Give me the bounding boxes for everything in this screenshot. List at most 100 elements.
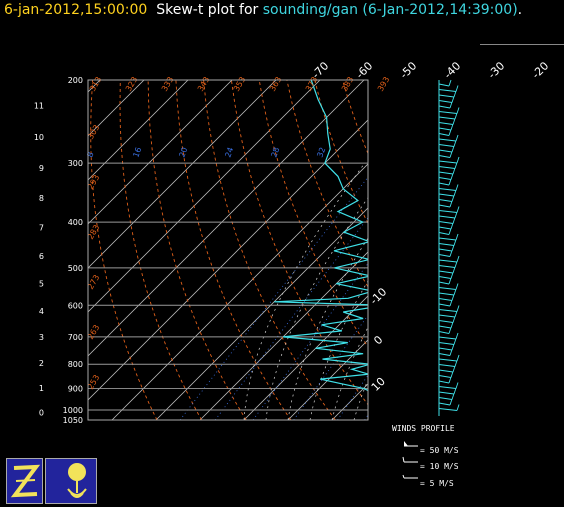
isotherm-line bbox=[88, 80, 189, 181]
temperature-trace bbox=[386, 80, 418, 410]
pressure-label: 500 bbox=[68, 264, 83, 273]
pressure-label: 300 bbox=[68, 159, 83, 168]
wind-barb-tick bbox=[455, 283, 459, 290]
legend-row-10: = 10 M/S bbox=[420, 462, 459, 471]
wind-barb bbox=[438, 171, 454, 175]
wind-barb-tick bbox=[450, 321, 454, 329]
wind-barb-tick bbox=[448, 277, 452, 285]
wind-barb bbox=[438, 254, 451, 257]
wind-barb-tick bbox=[451, 343, 455, 351]
wind-barb bbox=[438, 160, 458, 164]
wind-barb bbox=[438, 188, 457, 191]
wind-barb bbox=[438, 166, 456, 169]
wind-barb-tick bbox=[452, 118, 456, 125]
isotherm-line bbox=[88, 80, 321, 313]
wind-barb-tick bbox=[453, 140, 457, 147]
wind-barb bbox=[438, 369, 454, 373]
wind-barb-tick bbox=[455, 382, 459, 389]
height-label: 8 bbox=[39, 194, 44, 203]
temp-top-label: -30 bbox=[485, 59, 507, 81]
wind-barb bbox=[438, 237, 457, 241]
legend-row-50: = 50 M/S bbox=[420, 446, 459, 455]
wind-barb-tick bbox=[449, 200, 453, 208]
mixing-ratio-line bbox=[385, 163, 558, 420]
mixing-ratio-line bbox=[337, 374, 368, 420]
wind-barb bbox=[438, 298, 453, 301]
wind-barb bbox=[438, 116, 456, 120]
wind-barb bbox=[438, 353, 451, 356]
dry-adiabat-label: 313 bbox=[88, 75, 103, 93]
wind-barb bbox=[438, 358, 458, 362]
wind-barb bbox=[438, 177, 452, 180]
isotherm-line bbox=[88, 119, 368, 401]
legend-barb-5-tick bbox=[402, 474, 405, 479]
isotherm-line bbox=[111, 163, 368, 420]
wind-barb-tick bbox=[450, 222, 454, 230]
wind-barb bbox=[438, 149, 453, 153]
wind-barb-tick bbox=[452, 266, 456, 274]
height-label: 4 bbox=[39, 307, 44, 316]
dry-adiabat-label: 343 bbox=[196, 75, 211, 93]
pressure-label: 900 bbox=[68, 384, 83, 393]
mixing-ratio-line bbox=[179, 176, 368, 420]
wind-barb bbox=[438, 402, 451, 406]
pressure-label: 1000 bbox=[63, 406, 83, 415]
wind-barb bbox=[438, 336, 457, 340]
temp-right-label: 10 bbox=[369, 375, 388, 394]
wind-barb bbox=[438, 248, 453, 252]
wind-barb-tick bbox=[449, 250, 453, 257]
wind-barb-tick bbox=[455, 184, 459, 191]
mixing-ratio-label: 16 bbox=[131, 146, 143, 159]
wind-barb bbox=[438, 391, 455, 395]
dry-adiabat-line bbox=[481, 80, 564, 420]
balloon-icon bbox=[67, 463, 87, 498]
wind-barb bbox=[438, 265, 456, 268]
wind-barb-tick bbox=[456, 156, 460, 164]
moist-adiabat-line bbox=[442, 163, 564, 420]
height-label: 9 bbox=[39, 164, 44, 173]
pressure-label: 800 bbox=[68, 360, 83, 369]
wind-barb bbox=[438, 364, 456, 367]
wind-barb-tick bbox=[448, 228, 452, 235]
dry-adiabat-label: 353 bbox=[232, 75, 247, 93]
mixing-ratio-line bbox=[414, 163, 564, 420]
wind-barb bbox=[438, 94, 455, 98]
moist-adiabat-line bbox=[331, 326, 368, 420]
divider-rule bbox=[480, 44, 564, 45]
isotherm-line bbox=[243, 295, 368, 420]
dry-adiabat-line bbox=[90, 80, 158, 420]
wind-barb bbox=[438, 133, 450, 136]
wind-barb-tick bbox=[454, 261, 458, 268]
wind-barb bbox=[438, 347, 453, 351]
dry-adiabat-line bbox=[537, 80, 564, 420]
wind-barb-tick bbox=[452, 365, 456, 373]
wind-barb-tick bbox=[448, 79, 452, 87]
mixing-ratio-line bbox=[400, 163, 564, 420]
wind-barb bbox=[438, 276, 452, 279]
temp-top-label: -40 bbox=[441, 59, 463, 81]
wind-barb bbox=[438, 193, 455, 197]
balloon-logo[interactable] bbox=[45, 458, 97, 504]
wind-barb-tick bbox=[451, 244, 455, 252]
wind-barb bbox=[438, 325, 452, 329]
height-label: 1 bbox=[39, 384, 44, 393]
height-label: 10 bbox=[34, 133, 44, 142]
z-logo-icon bbox=[10, 464, 41, 498]
wind-barb-tick bbox=[448, 327, 452, 334]
isotherm-line bbox=[0, 80, 12, 420]
moist-adiabat-line bbox=[287, 237, 368, 420]
isotherm-line bbox=[88, 80, 365, 357]
pressure-label: 600 bbox=[68, 301, 83, 310]
plot-border bbox=[87, 79, 369, 421]
isotherm-line bbox=[88, 80, 101, 93]
mixing-ratio-line bbox=[252, 262, 368, 420]
wind-barb bbox=[438, 105, 451, 109]
wind-barb-tick bbox=[450, 123, 454, 131]
wind-barb bbox=[438, 138, 457, 142]
mixing-ratio-line bbox=[425, 163, 564, 420]
dry-adiabat-line bbox=[119, 80, 202, 420]
z-logo[interactable] bbox=[6, 458, 43, 504]
wind-barb bbox=[438, 270, 454, 274]
wind-barb-tick bbox=[453, 387, 457, 395]
mixing-ratio-label: 28 bbox=[269, 146, 281, 159]
